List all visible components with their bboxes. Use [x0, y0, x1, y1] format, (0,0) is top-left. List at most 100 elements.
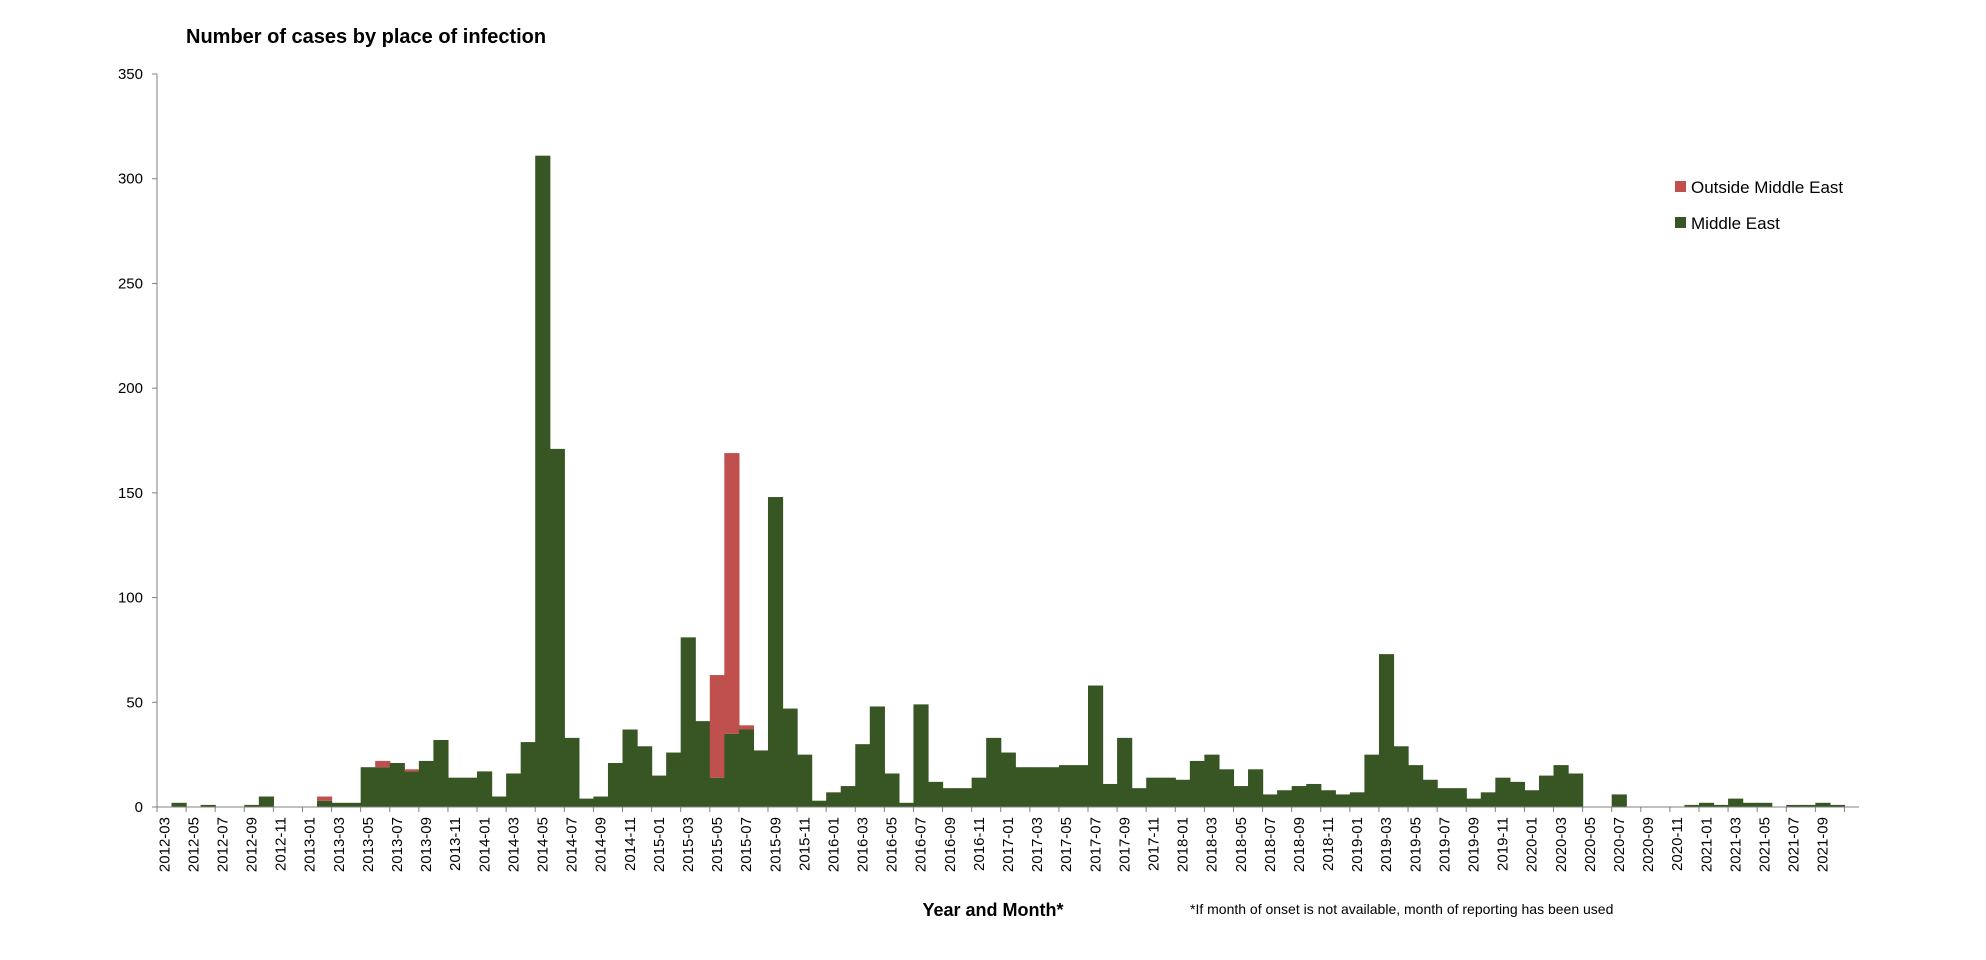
bar-middle-east	[1044, 767, 1060, 807]
x-tick-label: 2015-07	[738, 817, 755, 872]
x-tick-label: 2018-11	[1320, 817, 1337, 871]
y-axis: 0 50 100 150 200 250 300 350	[118, 66, 158, 816]
bar-middle-east	[317, 800, 333, 807]
bar-middle-east	[593, 796, 609, 807]
bar-middle-east	[1800, 804, 1816, 807]
bar-middle-east	[1233, 786, 1249, 807]
x-tick-label: 2019-09	[1466, 817, 1483, 872]
x-tick-label: 2013-11	[447, 817, 464, 871]
bar-middle-east	[826, 792, 842, 807]
bar-middle-east	[1451, 788, 1467, 807]
x-tick-label: 2021-07	[1786, 817, 1803, 872]
y-tick-label: 50	[126, 694, 143, 711]
x-tick-label: 2014-11	[622, 817, 639, 871]
bar-middle-east	[884, 773, 900, 807]
bar-middle-east	[942, 788, 958, 807]
bar-middle-east	[913, 704, 929, 807]
bar-middle-east	[1553, 765, 1569, 807]
bar-middle-east	[1611, 794, 1627, 807]
x-tick-label: 2017-07	[1087, 817, 1104, 872]
x-tick-label: 2015-05	[709, 817, 726, 872]
bar-middle-east	[1757, 802, 1773, 807]
x-tick-label: 2019-05	[1407, 817, 1424, 872]
x-tick-label: 2021-03	[1727, 817, 1744, 872]
bar-middle-east	[695, 721, 711, 807]
bar-middle-east	[797, 754, 813, 807]
bar-middle-east	[607, 763, 624, 807]
bar-middle-east	[1466, 798, 1482, 807]
bar-middle-east	[1713, 804, 1729, 807]
bar-middle-east	[491, 796, 507, 807]
x-tick-label: 2018-01	[1175, 817, 1192, 872]
x-tick-label: 2017-05	[1058, 817, 1075, 872]
bar-middle-east	[447, 777, 464, 807]
x-tick-label: 2012-11	[273, 817, 290, 871]
x-axis: 2012-03 2012-05 2012-07 2012-09 2012-11 2013-…	[156, 806, 1859, 872]
x-tick-label: 2020-03	[1553, 817, 1570, 872]
bar-middle-east	[389, 763, 405, 807]
bar-middle-east	[535, 155, 551, 807]
bar-middle-east	[1538, 775, 1555, 807]
legend-swatch-middle-east	[1675, 217, 1686, 228]
y-tick-label: 150	[118, 485, 143, 502]
bar-middle-east	[1815, 802, 1831, 807]
bar-middle-east	[622, 729, 638, 807]
bar-middle-east	[549, 448, 565, 807]
bar-middle-east	[1277, 790, 1293, 807]
bar-middle-east	[520, 742, 536, 807]
bar-middle-east	[1262, 794, 1278, 807]
x-tick-label: 2015-09	[767, 817, 784, 872]
y-tick-label: 200	[118, 380, 143, 397]
x-tick-label: 2012-05	[185, 817, 202, 872]
bar-middle-east	[258, 796, 274, 807]
x-tick-label: 2020-07	[1611, 817, 1628, 872]
bar-middle-east	[1393, 746, 1409, 807]
bar-middle-east	[1378, 654, 1395, 807]
bar-middle-east	[666, 752, 682, 807]
x-tick-label: 2020-09	[1640, 817, 1657, 872]
bar-middle-east	[680, 637, 696, 807]
x-tick-label: 2017-01	[1000, 817, 1017, 872]
bar-middle-east	[1000, 752, 1016, 807]
x-tick-label: 2018-03	[1204, 817, 1221, 872]
x-tick-label: 2016-03	[855, 817, 872, 872]
x-tick-label: 2014-09	[593, 817, 610, 872]
bar-middle-east	[1248, 769, 1264, 807]
bar-middle-east	[1160, 777, 1176, 807]
x-tick-label: 2014-03	[505, 817, 522, 872]
bar-middle-east	[1117, 737, 1133, 807]
bar-middle-east	[957, 788, 973, 807]
bar-middle-east	[346, 802, 362, 807]
bar-middle-east	[1509, 781, 1526, 807]
bar-middle-east	[738, 729, 755, 807]
x-tick-label: 2018-07	[1262, 817, 1279, 872]
bar-middle-east	[1088, 685, 1104, 807]
bar-middle-east	[1495, 777, 1511, 807]
bar-middle-east	[1742, 802, 1758, 807]
x-tick-label: 2016-05	[884, 817, 901, 872]
bar-middle-east	[898, 802, 915, 807]
x-tick-label: 2021-01	[1698, 817, 1715, 872]
bar-middle-east	[1291, 786, 1307, 807]
bar-middle-east	[1102, 783, 1118, 807]
x-tick-label: 2013-07	[389, 817, 406, 872]
bar-middle-east	[360, 767, 376, 807]
bar-middle-east	[709, 777, 725, 807]
bar-outside-middle-east	[404, 769, 420, 772]
x-tick-label: 2017-11	[1145, 817, 1162, 871]
bar-middle-east	[1698, 802, 1715, 807]
bar-middle-east	[1568, 773, 1584, 807]
x-tick-label: 2012-03	[156, 817, 173, 872]
bar-outside-middle-east	[724, 453, 740, 734]
bar-middle-east	[1524, 790, 1540, 807]
bars	[171, 155, 1846, 807]
bar-middle-east	[869, 706, 885, 807]
bar-middle-east	[418, 760, 434, 807]
bar-middle-east	[1422, 779, 1438, 807]
bar-outside-middle-east	[738, 725, 755, 730]
bar-middle-east	[1015, 767, 1031, 807]
bar-middle-east	[1480, 792, 1496, 807]
bar-middle-east	[811, 800, 827, 807]
chart-title: Number of cases by place of infection	[186, 26, 546, 48]
